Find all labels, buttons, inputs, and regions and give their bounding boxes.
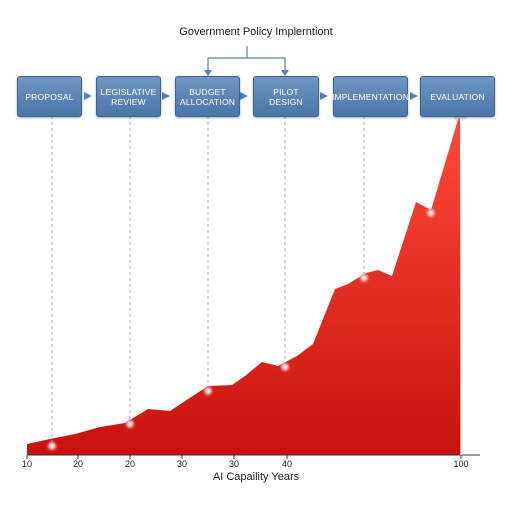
marker-budget: [202, 385, 214, 397]
x-tick-label: 20: [124, 459, 136, 469]
x-tick-label: 30: [228, 459, 240, 469]
marker-legislative: [124, 418, 136, 430]
flow-arrow-4: [320, 92, 328, 100]
marker-proposal: [46, 440, 58, 452]
flow-arrow-5: [410, 92, 418, 100]
flow-arrows: [84, 92, 418, 100]
x-tick-label: 40: [281, 459, 293, 469]
stage-box-proposal: PROPOSAL: [17, 76, 82, 117]
diagram-title: Government Policy Implerntiont: [179, 26, 333, 38]
flow-arrow-1: [84, 92, 92, 100]
growth-area: [27, 113, 461, 455]
x-axis-label: AI Capaility Years: [212, 471, 300, 483]
stage-box-implementation: IMPLEMENTATION: [332, 76, 409, 117]
bracket-arrow-left: [204, 70, 212, 76]
marker-pilot: [279, 361, 291, 373]
bracket-connector: [207, 57, 286, 75]
marker-implementation: [358, 272, 370, 284]
stage-box-legislative-review: LEGISLATIVE REVIEW: [96, 76, 161, 117]
stage-box-pilot-design: PILOT DESIGN: [253, 76, 319, 117]
x-tick-label: 20: [72, 459, 84, 469]
bracket-arrow-right: [281, 70, 289, 76]
x-tick-label: 10: [21, 459, 33, 469]
x-tick-label: 30: [176, 459, 188, 469]
stage-box-budget-allocation: BUDGET ALLOCATION: [175, 76, 240, 117]
flow-arrow-3: [240, 92, 248, 100]
flow-arrow-2: [162, 92, 170, 100]
x-ticks: [26, 455, 462, 459]
x-tick-label: 100: [453, 459, 469, 469]
stage-box-evaluation: EVALUATION: [420, 76, 495, 117]
marker-late: [425, 207, 437, 219]
